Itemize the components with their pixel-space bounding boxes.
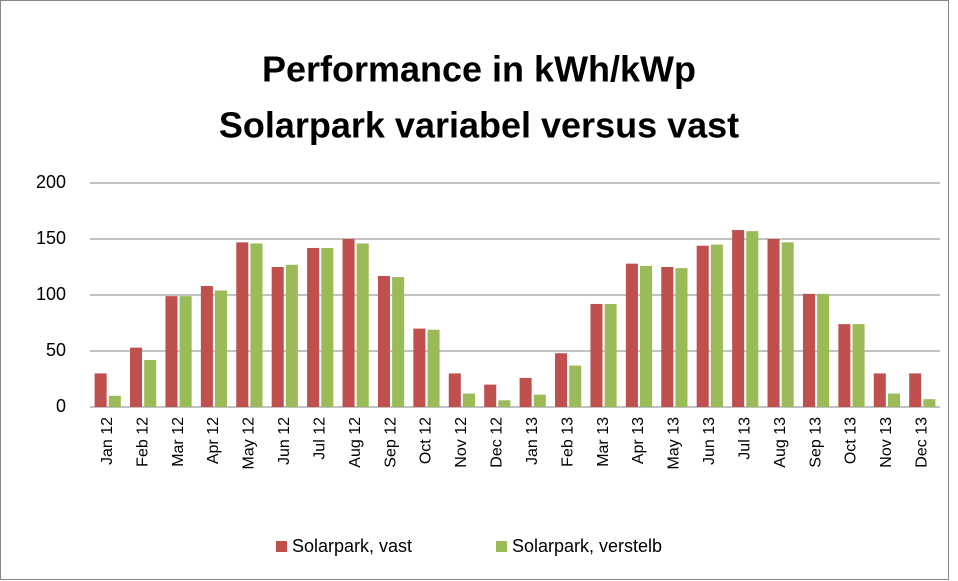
bar bbox=[519, 377, 532, 407]
bar bbox=[236, 242, 249, 407]
y-tick-label: 100 bbox=[36, 284, 66, 304]
bar bbox=[250, 243, 263, 407]
bar bbox=[130, 347, 143, 407]
bar bbox=[108, 395, 121, 407]
bar bbox=[802, 293, 815, 407]
bar bbox=[696, 245, 709, 407]
bar bbox=[94, 373, 107, 407]
x-tick-label: May 13 bbox=[666, 417, 683, 470]
bar bbox=[873, 373, 886, 407]
bar bbox=[498, 400, 511, 407]
x-tick-label: Oct 13 bbox=[843, 417, 860, 464]
bar bbox=[484, 384, 497, 407]
bar bbox=[909, 373, 922, 407]
bar bbox=[413, 328, 426, 407]
bar bbox=[710, 244, 723, 407]
x-tick-label: Mar 12 bbox=[170, 417, 187, 467]
bar bbox=[923, 399, 936, 407]
x-tick-label: Dec 13 bbox=[914, 417, 931, 468]
y-tick-label: 200 bbox=[36, 172, 66, 192]
legend-label: Solarpark, verstelb bbox=[512, 536, 662, 556]
legend-swatch bbox=[496, 541, 507, 552]
bar bbox=[533, 394, 546, 407]
bar bbox=[746, 231, 759, 407]
x-tick-label: Jul 12 bbox=[311, 417, 328, 460]
bar bbox=[144, 359, 157, 407]
bar bbox=[555, 353, 568, 407]
chart-title: Solarpark variabel versus vast bbox=[219, 105, 739, 146]
bar bbox=[640, 265, 653, 407]
bar bbox=[661, 267, 674, 407]
bar bbox=[321, 247, 334, 407]
bar bbox=[165, 296, 178, 407]
bar bbox=[732, 230, 745, 407]
bar bbox=[675, 268, 688, 407]
bar bbox=[179, 296, 192, 407]
bar bbox=[462, 393, 475, 407]
legend-label: Solarpark, vast bbox=[292, 536, 412, 556]
y-tick-label: 150 bbox=[36, 228, 66, 248]
x-tick-label: Aug 12 bbox=[347, 417, 364, 468]
bar bbox=[887, 393, 900, 407]
bar bbox=[817, 293, 830, 407]
bar bbox=[625, 263, 638, 407]
y-tick-label: 0 bbox=[56, 396, 66, 416]
x-tick-label: Feb 12 bbox=[134, 417, 151, 467]
x-tick-label: Jun 13 bbox=[701, 417, 718, 465]
bar bbox=[342, 239, 355, 407]
bar bbox=[392, 277, 405, 407]
x-tick-label: Jan 12 bbox=[99, 417, 116, 465]
bar bbox=[427, 329, 440, 407]
x-tick-label: Nov 13 bbox=[878, 417, 895, 468]
x-tick-label: May 12 bbox=[241, 417, 258, 470]
x-tick-label: Apr 13 bbox=[630, 417, 647, 464]
x-tick-label: Aug 13 bbox=[772, 417, 789, 468]
x-tick-label: Oct 12 bbox=[418, 417, 435, 464]
x-tick-label: Nov 12 bbox=[453, 417, 470, 468]
bar bbox=[448, 373, 461, 407]
chart-title: Performance in kWh/kWp bbox=[262, 49, 696, 90]
bar bbox=[377, 275, 390, 407]
bar bbox=[285, 264, 298, 407]
x-tick-label: Sep 12 bbox=[382, 417, 399, 468]
legend-swatch bbox=[276, 541, 287, 552]
bar bbox=[852, 324, 865, 407]
bar bbox=[781, 242, 794, 407]
x-tick-label: Jun 12 bbox=[276, 417, 293, 465]
bar bbox=[569, 365, 582, 407]
bar bbox=[767, 239, 780, 407]
bar bbox=[307, 247, 320, 407]
x-tick-label: Mar 13 bbox=[595, 417, 612, 467]
x-tick-label: Jul 13 bbox=[736, 417, 753, 460]
bar bbox=[838, 324, 851, 407]
bar bbox=[215, 290, 228, 407]
bar bbox=[200, 286, 213, 407]
bar bbox=[604, 303, 617, 407]
x-tick-label: Sep 13 bbox=[807, 417, 824, 468]
x-tick-label: Jan 13 bbox=[524, 417, 541, 465]
x-tick-label: Feb 13 bbox=[559, 417, 576, 467]
x-tick-label: Dec 12 bbox=[489, 417, 506, 468]
x-tick-label: Apr 12 bbox=[205, 417, 222, 464]
y-tick-label: 50 bbox=[46, 340, 66, 360]
bar bbox=[271, 267, 284, 407]
bar bbox=[356, 243, 369, 407]
bar bbox=[590, 303, 603, 407]
